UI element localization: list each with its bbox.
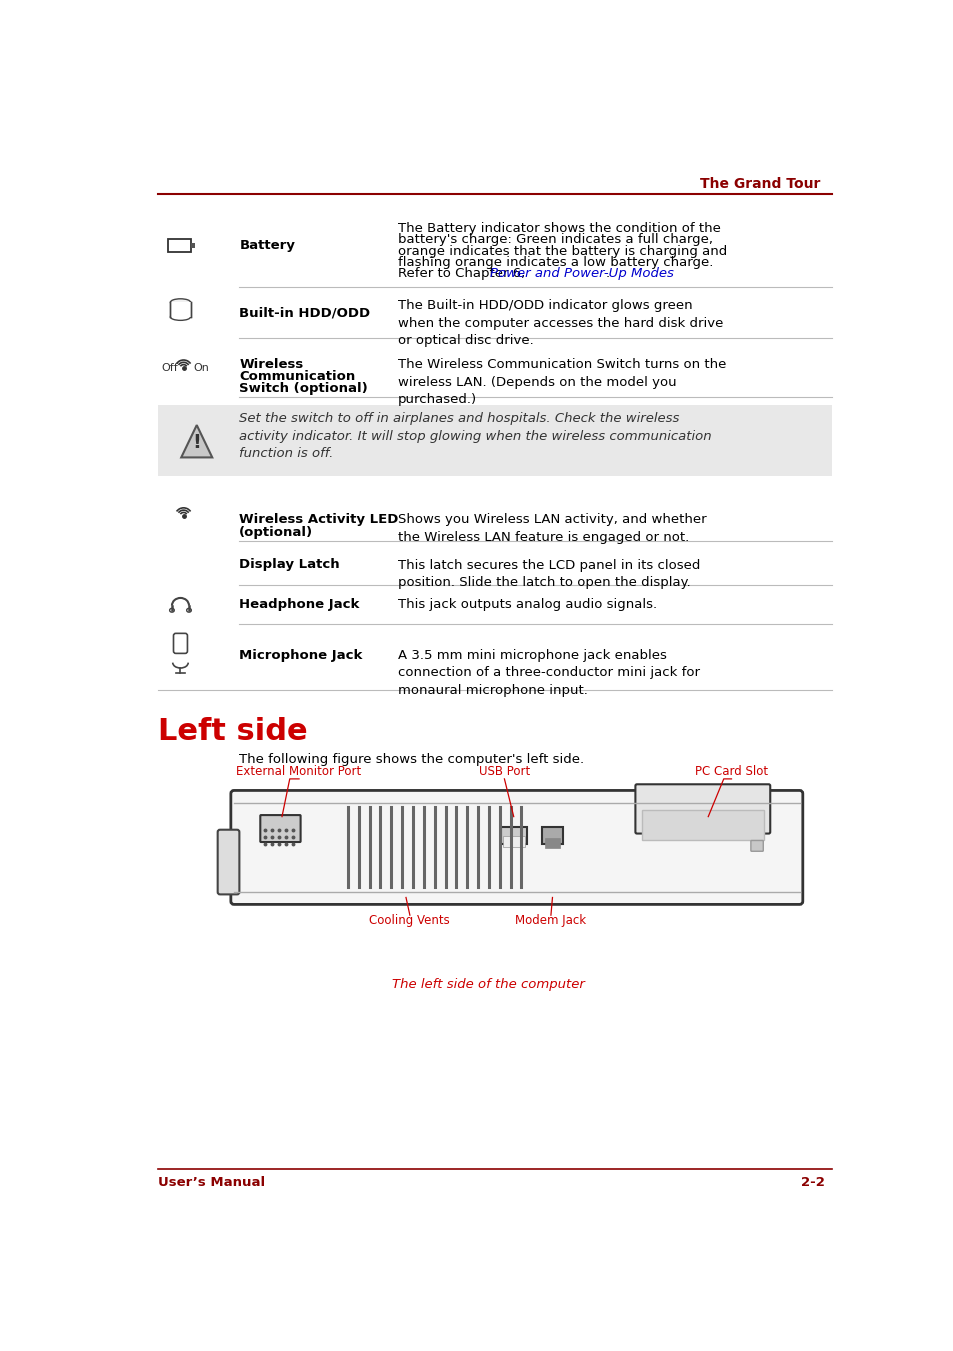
Text: Battery: Battery: [239, 239, 294, 251]
Text: The following figure shows the computer's left side.: The following figure shows the computer'…: [239, 754, 584, 766]
Ellipse shape: [171, 313, 191, 320]
Text: Power and Power-Up Modes: Power and Power-Up Modes: [490, 267, 674, 280]
FancyBboxPatch shape: [641, 811, 763, 840]
Text: flashing orange indicates a low battery charge.: flashing orange indicates a low battery …: [397, 255, 713, 269]
Text: Modem Jack: Modem Jack: [515, 915, 586, 927]
Text: This jack outputs analog audio signals.: This jack outputs analog audio signals.: [397, 597, 657, 611]
Text: Refer to Chapter 6,: Refer to Chapter 6,: [397, 267, 529, 280]
FancyBboxPatch shape: [541, 827, 562, 844]
FancyBboxPatch shape: [502, 836, 524, 847]
FancyBboxPatch shape: [192, 243, 195, 249]
Text: (optional): (optional): [239, 526, 314, 539]
Text: Headphone Jack: Headphone Jack: [239, 597, 359, 611]
FancyBboxPatch shape: [635, 785, 769, 834]
Ellipse shape: [170, 608, 174, 612]
Text: Shows you Wireless LAN activity, and whether
the Wireless LAN feature is engaged: Shows you Wireless LAN activity, and whe…: [397, 513, 706, 543]
FancyBboxPatch shape: [750, 840, 762, 851]
Text: Display Latch: Display Latch: [239, 558, 339, 570]
Text: Built-in HDD/ODD: Built-in HDD/ODD: [239, 307, 370, 320]
Text: PC Card Slot: PC Card Slot: [694, 765, 767, 778]
Ellipse shape: [171, 299, 191, 305]
FancyBboxPatch shape: [500, 827, 526, 844]
Text: Set the switch to off in airplanes and hospitals. Check the wireless
activity in: Set the switch to off in airplanes and h…: [239, 412, 711, 461]
Text: Communication: Communication: [239, 370, 355, 384]
Text: .: .: [604, 267, 609, 280]
Text: !: !: [193, 434, 201, 453]
FancyBboxPatch shape: [231, 790, 802, 904]
Text: Wireless: Wireless: [239, 358, 303, 372]
FancyBboxPatch shape: [173, 634, 187, 654]
FancyBboxPatch shape: [544, 838, 559, 848]
Text: The Wireless Communication Switch turns on the
wireless LAN. (Depends on the mod: The Wireless Communication Switch turns …: [397, 358, 726, 407]
Text: Microphone Jack: Microphone Jack: [239, 648, 362, 662]
Ellipse shape: [187, 608, 192, 612]
Text: Switch (optional): Switch (optional): [239, 381, 368, 394]
Text: A 3.5 mm mini microphone jack enables
connection of a three-conductor mini jack : A 3.5 mm mini microphone jack enables co…: [397, 648, 700, 697]
Text: Off: Off: [162, 363, 178, 373]
Text: This latch secures the LCD panel in its closed
position. Slide the latch to open: This latch secures the LCD panel in its …: [397, 559, 700, 589]
Text: battery's charge: Green indicates a full charge,: battery's charge: Green indicates a full…: [397, 234, 713, 246]
Text: The Grand Tour: The Grand Tour: [700, 177, 820, 190]
FancyBboxPatch shape: [168, 239, 192, 253]
FancyBboxPatch shape: [158, 405, 831, 477]
Text: Left side: Left side: [158, 716, 307, 746]
Text: On: On: [193, 363, 210, 373]
FancyBboxPatch shape: [171, 303, 191, 317]
Text: 2-2: 2-2: [800, 1175, 823, 1189]
Text: User’s Manual: User’s Manual: [158, 1175, 265, 1189]
Text: External Monitor Port: External Monitor Port: [236, 765, 361, 778]
Text: The Built-in HDD/ODD indicator glows green
when the computer accesses the hard d: The Built-in HDD/ODD indicator glows gre…: [397, 299, 723, 347]
Text: orange indicates that the battery is charging and: orange indicates that the battery is cha…: [397, 245, 727, 258]
FancyBboxPatch shape: [217, 830, 239, 894]
FancyBboxPatch shape: [260, 815, 300, 842]
Text: Cooling Vents: Cooling Vents: [369, 915, 450, 927]
Text: Wireless Activity LED: Wireless Activity LED: [239, 513, 398, 527]
Polygon shape: [181, 426, 212, 458]
Text: The left side of the computer: The left side of the computer: [392, 978, 585, 992]
Text: USB Port: USB Port: [478, 765, 530, 778]
Text: The Battery indicator shows the condition of the: The Battery indicator shows the conditio…: [397, 222, 720, 235]
